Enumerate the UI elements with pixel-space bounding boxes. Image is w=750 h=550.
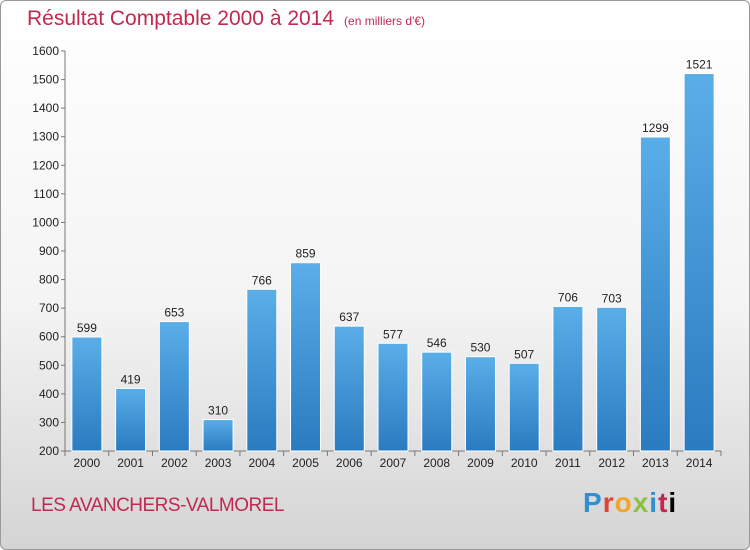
y-tick-label: 1400	[32, 101, 59, 115]
bar-2000	[71, 336, 103, 452]
data-label: 507	[514, 347, 534, 361]
data-label: 419	[121, 372, 141, 386]
x-tick-label: 2003	[205, 456, 232, 470]
x-tick-label: 2009	[467, 456, 494, 470]
x-tick-label: 2006	[336, 456, 363, 470]
y-tick-label: 1200	[32, 158, 59, 172]
bar-2004	[246, 288, 278, 452]
x-tick-label: 2001	[117, 456, 144, 470]
x-tick-label: 2005	[292, 456, 319, 470]
y-tick-label: 1000	[32, 215, 59, 229]
data-label: 653	[164, 306, 184, 320]
x-tick-label: 2011	[555, 456, 581, 470]
y-tick-label: 500	[39, 358, 59, 372]
chart-title: Résultat Comptable 2000 à 2014 (en millie…	[27, 7, 425, 31]
y-tick-label: 600	[39, 330, 59, 344]
y-tick-label: 700	[39, 301, 59, 315]
data-label: 599	[77, 321, 97, 335]
y-tick-label: 800	[39, 273, 59, 287]
commune-name: LES AVANCHERS-VALMOREL	[31, 495, 284, 516]
data-label: 859	[296, 247, 316, 261]
bars	[71, 73, 715, 452]
x-tick-label: 2010	[511, 456, 538, 470]
bar-2012	[596, 306, 628, 452]
data-label: 1521	[686, 58, 713, 72]
chart-subtitle: (en milliers d'€)	[344, 14, 426, 28]
bar-2007	[377, 342, 409, 452]
data-label: 703	[602, 291, 622, 305]
y-tick-label: 400	[39, 387, 59, 401]
data-labels: 599 419 653 310 766 859 637 577 546 530 507 706 703 1…	[77, 58, 713, 418]
bar-2009	[464, 356, 496, 452]
x-tick-label: 2007	[380, 456, 407, 470]
y-tick-label: 1500	[32, 73, 59, 87]
data-label: 766	[252, 273, 272, 287]
bar-2002	[158, 321, 190, 452]
x-tick-label: 2000	[74, 456, 101, 470]
data-label: 546	[427, 336, 447, 350]
y-tick-label: 200	[39, 444, 59, 458]
x-tick-label: 2013	[642, 456, 669, 470]
y-tick-label: 900	[39, 244, 59, 258]
bar-2008	[421, 351, 453, 452]
bar-2003	[202, 419, 234, 452]
bar-2005	[290, 262, 322, 452]
x-tick-label: 2014	[686, 456, 713, 470]
x-tick-label: 2012	[598, 456, 625, 470]
data-label: 706	[558, 290, 578, 304]
bar-2013	[639, 136, 671, 452]
y-tick-label: 1600	[32, 44, 59, 58]
bar-2010	[508, 362, 540, 452]
x-tick-label: 2008	[423, 456, 450, 470]
data-label: 1299	[642, 121, 669, 135]
bar-2011	[552, 305, 584, 452]
bar-2001	[115, 387, 147, 452]
data-label: 577	[383, 327, 403, 341]
x-tick-label: 2004	[248, 456, 275, 470]
y-tick-label: 300	[39, 415, 59, 429]
x-tick-label: 2002	[161, 456, 188, 470]
y-tick-label: 1300	[32, 130, 59, 144]
chart-title-text: Résultat Comptable 2000 à 2014	[27, 7, 335, 30]
bar-2014	[683, 73, 715, 452]
data-label: 530	[470, 341, 490, 355]
proxiti-logo: Proxiti	[583, 487, 678, 518]
bar-2006	[333, 325, 365, 452]
data-label: 637	[339, 310, 359, 324]
y-tick-label: 1100	[33, 187, 59, 201]
data-label: 310	[208, 404, 228, 418]
